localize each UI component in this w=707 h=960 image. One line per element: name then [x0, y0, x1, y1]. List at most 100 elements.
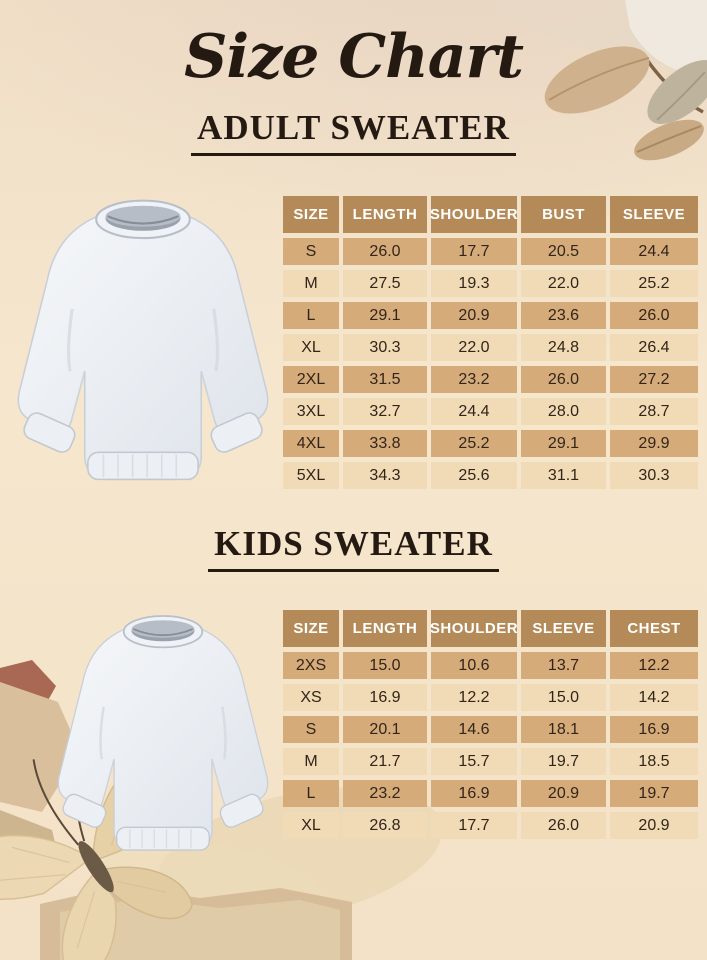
size-cell: S — [283, 238, 339, 265]
measurement-cell: 16.9 — [431, 780, 517, 807]
kids-section-heading: KIDS SWEATER — [208, 524, 499, 572]
kids-sweater-image — [56, 614, 270, 852]
measurement-cell: 27.5 — [343, 270, 427, 297]
column-header: SHOULDER — [430, 196, 518, 233]
column-header: CHEST — [610, 610, 698, 647]
measurement-cell: 33.8 — [343, 430, 427, 457]
size-cell: M — [283, 748, 339, 775]
measurement-cell: 17.7 — [431, 238, 517, 265]
measurement-cell: 26.0 — [521, 366, 606, 393]
measurement-cell: 27.2 — [610, 366, 698, 393]
measurement-cell: 15.0 — [343, 652, 427, 679]
measurement-cell: 24.4 — [610, 238, 698, 265]
measurement-cell: 19.3 — [431, 270, 517, 297]
measurement-cell: 20.9 — [431, 302, 517, 329]
table-row: S 26.0 17.7 20.5 24.4 — [283, 238, 698, 265]
measurement-cell: 20.9 — [610, 812, 698, 839]
size-cell: M — [283, 270, 339, 297]
measurement-cell: 24.4 — [431, 398, 517, 425]
column-header: SHOULDER — [430, 610, 518, 647]
measurement-cell: 30.3 — [610, 462, 698, 489]
kids-size-table: SIZE LENGTH SHOULDER SLEEVE CHEST 2XS 15.0 10.6… — [283, 610, 698, 844]
size-cell: XS — [283, 684, 339, 711]
size-cell: S — [283, 716, 339, 743]
adult-sweater-image — [16, 199, 270, 481]
measurement-cell: 26.0 — [343, 238, 427, 265]
table-header-row: SIZE LENGTH SHOULDER SLEEVE CHEST — [283, 610, 698, 647]
measurement-cell: 26.4 — [610, 334, 698, 361]
table-row: 2XL 31.5 23.2 26.0 27.2 — [283, 366, 698, 393]
table-row: 3XL 32.7 24.4 28.0 28.7 — [283, 398, 698, 425]
measurement-cell: 24.8 — [521, 334, 606, 361]
measurement-cell: 26.0 — [610, 302, 698, 329]
column-header: SIZE — [283, 610, 339, 647]
table-row: XL 26.8 17.7 26.0 20.9 — [283, 812, 698, 839]
measurement-cell: 26.8 — [343, 812, 427, 839]
measurement-cell: 23.6 — [521, 302, 606, 329]
table-row: M 27.5 19.3 22.0 25.2 — [283, 270, 698, 297]
table-row: 2XS 15.0 10.6 13.7 12.2 — [283, 652, 698, 679]
measurement-cell: 21.7 — [343, 748, 427, 775]
size-cell: 2XL — [283, 366, 339, 393]
measurement-cell: 34.3 — [343, 462, 427, 489]
measurement-cell: 15.7 — [431, 748, 517, 775]
measurement-cell: 14.6 — [431, 716, 517, 743]
table-row: 5XL 34.3 25.6 31.1 30.3 — [283, 462, 698, 489]
table-header-row: SIZE LENGTH SHOULDER BUST SLEEVE — [283, 196, 698, 233]
table-row: XS 16.9 12.2 15.0 14.2 — [283, 684, 698, 711]
measurement-cell: 22.0 — [431, 334, 517, 361]
measurement-cell: 25.2 — [431, 430, 517, 457]
measurement-cell: 29.1 — [521, 430, 606, 457]
measurement-cell: 25.6 — [431, 462, 517, 489]
size-cell: 4XL — [283, 430, 339, 457]
column-header: BUST — [521, 196, 606, 233]
column-header: SLEEVE — [521, 610, 606, 647]
measurement-cell: 26.0 — [521, 812, 606, 839]
size-cell: XL — [283, 812, 339, 839]
size-cell: 2XS — [283, 652, 339, 679]
measurement-cell: 32.7 — [343, 398, 427, 425]
table-row: L 23.2 16.9 20.9 19.7 — [283, 780, 698, 807]
measurement-cell: 20.5 — [521, 238, 606, 265]
table-row: XL 30.3 22.0 24.8 26.4 — [283, 334, 698, 361]
column-header: SLEEVE — [610, 196, 698, 233]
measurement-cell: 31.1 — [521, 462, 606, 489]
measurement-cell: 13.7 — [521, 652, 606, 679]
measurement-cell: 18.5 — [610, 748, 698, 775]
measurement-cell: 28.0 — [521, 398, 606, 425]
size-cell: XL — [283, 334, 339, 361]
measurement-cell: 31.5 — [343, 366, 427, 393]
size-cell: 5XL — [283, 462, 339, 489]
column-header: LENGTH — [343, 610, 427, 647]
table-row: S 20.1 14.6 18.1 16.9 — [283, 716, 698, 743]
table-row: M 21.7 15.7 19.7 18.5 — [283, 748, 698, 775]
measurement-cell: 28.7 — [610, 398, 698, 425]
measurement-cell: 23.2 — [431, 366, 517, 393]
measurement-cell: 20.9 — [521, 780, 606, 807]
measurement-cell: 23.2 — [343, 780, 427, 807]
size-cell: 3XL — [283, 398, 339, 425]
measurement-cell: 18.1 — [521, 716, 606, 743]
measurement-cell: 10.6 — [431, 652, 517, 679]
measurement-cell: 15.0 — [521, 684, 606, 711]
table-row: 4XL 33.8 25.2 29.1 29.9 — [283, 430, 698, 457]
adult-section-heading: ADULT SWEATER — [191, 108, 516, 156]
table-row: L 29.1 20.9 23.6 26.0 — [283, 302, 698, 329]
column-header: SIZE — [283, 196, 339, 233]
measurement-cell: 12.2 — [431, 684, 517, 711]
measurement-cell: 22.0 — [521, 270, 606, 297]
measurement-cell: 16.9 — [343, 684, 427, 711]
measurement-cell: 17.7 — [431, 812, 517, 839]
measurement-cell: 25.2 — [610, 270, 698, 297]
measurement-cell: 14.2 — [610, 684, 698, 711]
size-cell: L — [283, 780, 339, 807]
size-cell: L — [283, 302, 339, 329]
measurement-cell: 29.1 — [343, 302, 427, 329]
measurement-cell: 16.9 — [610, 716, 698, 743]
measurement-cell: 30.3 — [343, 334, 427, 361]
measurement-cell: 29.9 — [610, 430, 698, 457]
page-title: Size Chart — [184, 22, 524, 92]
adult-size-table: SIZE LENGTH SHOULDER BUST SLEEVE S 26.0 17.7 20.… — [283, 196, 698, 494]
measurement-cell: 19.7 — [521, 748, 606, 775]
